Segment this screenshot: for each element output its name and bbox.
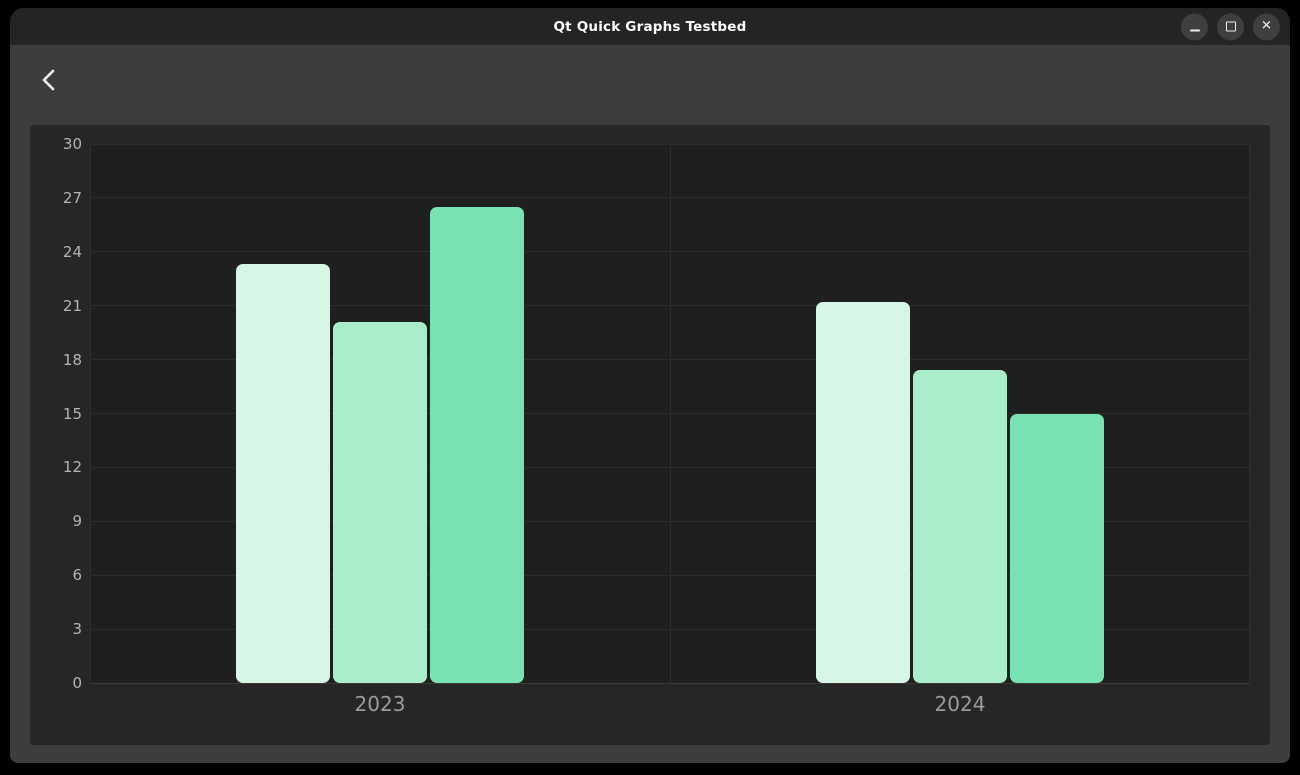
window-title: Qt Quick Graphs Testbed (553, 18, 747, 35)
y-tick-label: 18 (62, 350, 82, 369)
chart-panel: 0 3 6 9 12 15 18 21 24 27 30 2023 2024 (30, 125, 1270, 745)
y-tick-label: 21 (62, 296, 82, 315)
toolbar (10, 45, 1290, 125)
minimize-icon (1189, 29, 1200, 31)
y-tick-label: 3 (72, 620, 82, 639)
y-tick-label: 15 (62, 404, 82, 423)
plot-area (90, 143, 1250, 684)
gridline (90, 682, 1250, 684)
close-button[interactable]: ✕ (1253, 13, 1280, 40)
x-category-label: 2024 (934, 692, 986, 716)
x-category-label: 2023 (354, 692, 406, 716)
bar-2023-series1[interactable] (236, 264, 330, 683)
y-tick-label: 27 (62, 188, 82, 207)
window-controls: ✕ (1181, 13, 1280, 40)
chevron-left-icon (42, 69, 55, 91)
close-icon: ✕ (1261, 18, 1272, 34)
bar-2024-series2[interactable] (913, 370, 1007, 683)
maximize-icon (1225, 21, 1236, 32)
y-tick-label: 30 (62, 135, 82, 153)
gridline (670, 144, 671, 683)
back-button[interactable] (30, 61, 68, 99)
gridline (1249, 144, 1250, 683)
bar-2024-series1[interactable] (816, 302, 910, 683)
bar-2023-series2[interactable] (333, 321, 427, 683)
maximize-button[interactable] (1217, 13, 1244, 40)
y-tick-label: 24 (62, 242, 82, 261)
titlebar[interactable]: Qt Quick Graphs Testbed ✕ (10, 8, 1290, 45)
y-tick-label: 9 (72, 512, 82, 531)
bar-2023-series3[interactable] (430, 206, 524, 683)
gridline (90, 144, 91, 683)
y-tick-label: 6 (72, 566, 82, 585)
y-tick-label: 0 (72, 674, 82, 692)
app-window: Qt Quick Graphs Testbed ✕ 0 3 6 9 12 15 18 21 24… (10, 8, 1290, 763)
y-tick-label: 12 (62, 458, 82, 477)
minimize-button[interactable] (1181, 13, 1208, 40)
bar-2024-series3[interactable] (1010, 413, 1104, 683)
